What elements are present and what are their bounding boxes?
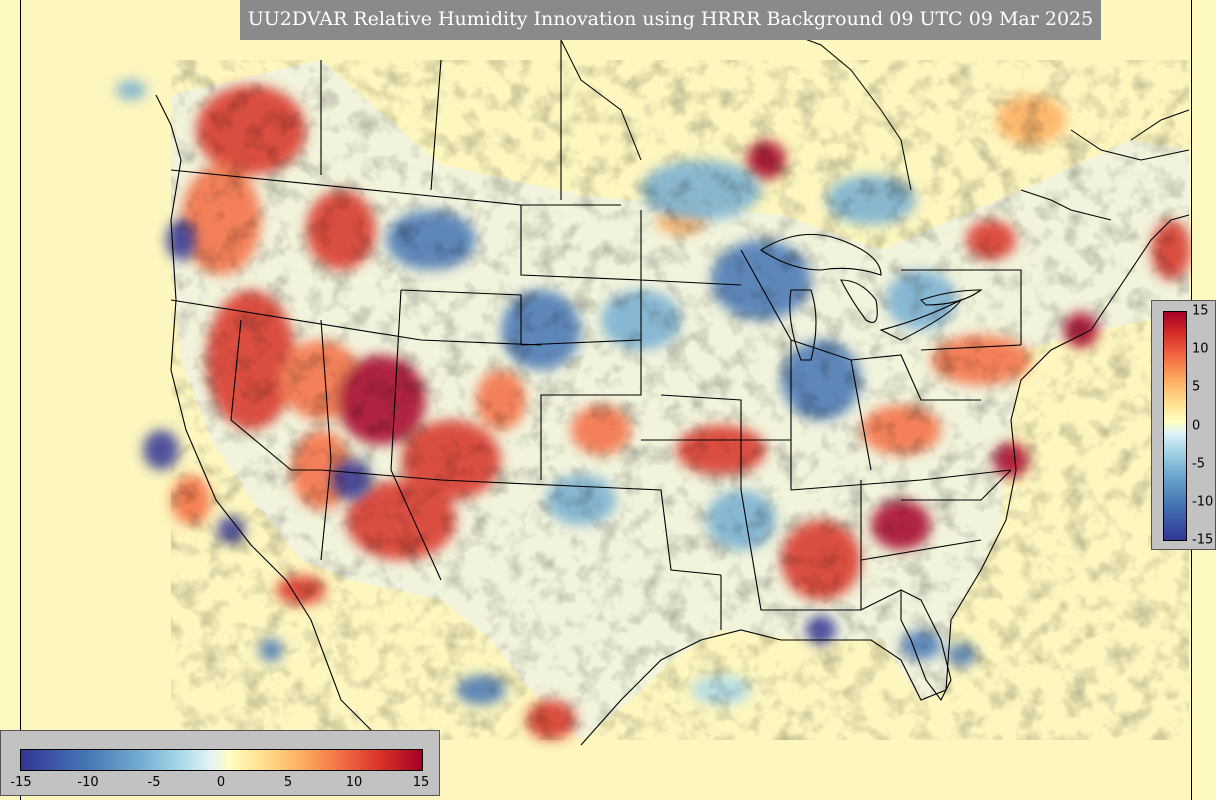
map-area (20, 0, 1192, 800)
colorbar-tick: 0 (1192, 418, 1201, 434)
colorbar-tick: 15 (412, 775, 430, 790)
colorbar-tick: -10 (77, 775, 99, 790)
map-title: UU2DVAR Relative Humidity Innovation usi… (240, 0, 1101, 40)
colorbar-tick: 0 (216, 775, 226, 790)
colorbar-tick: 10 (345, 775, 363, 790)
colorbar-gradient (1163, 311, 1187, 541)
colorbar-gradient (20, 749, 423, 771)
colorbar-tick: 5 (283, 775, 293, 790)
humidity-field (21, 0, 1191, 800)
colorbar-tick: 5 (1192, 379, 1201, 395)
colorbar-tick: -5 (1192, 456, 1205, 472)
colorbar-tick: 15 (1192, 303, 1209, 319)
colorbar-horizontal: -15 -10 -5 0 5 10 15 (0, 730, 440, 796)
colorbar-tick: -10 (1192, 494, 1214, 510)
colorbar-vertical: 15 10 5 0 -5 -10 -15 (1151, 300, 1216, 550)
colorbar-tick: 10 (1192, 341, 1209, 357)
colorbar-tick: -5 (147, 775, 161, 790)
colorbar-tick: -15 (10, 775, 32, 790)
colorbar-tick: -15 (1192, 532, 1214, 548)
